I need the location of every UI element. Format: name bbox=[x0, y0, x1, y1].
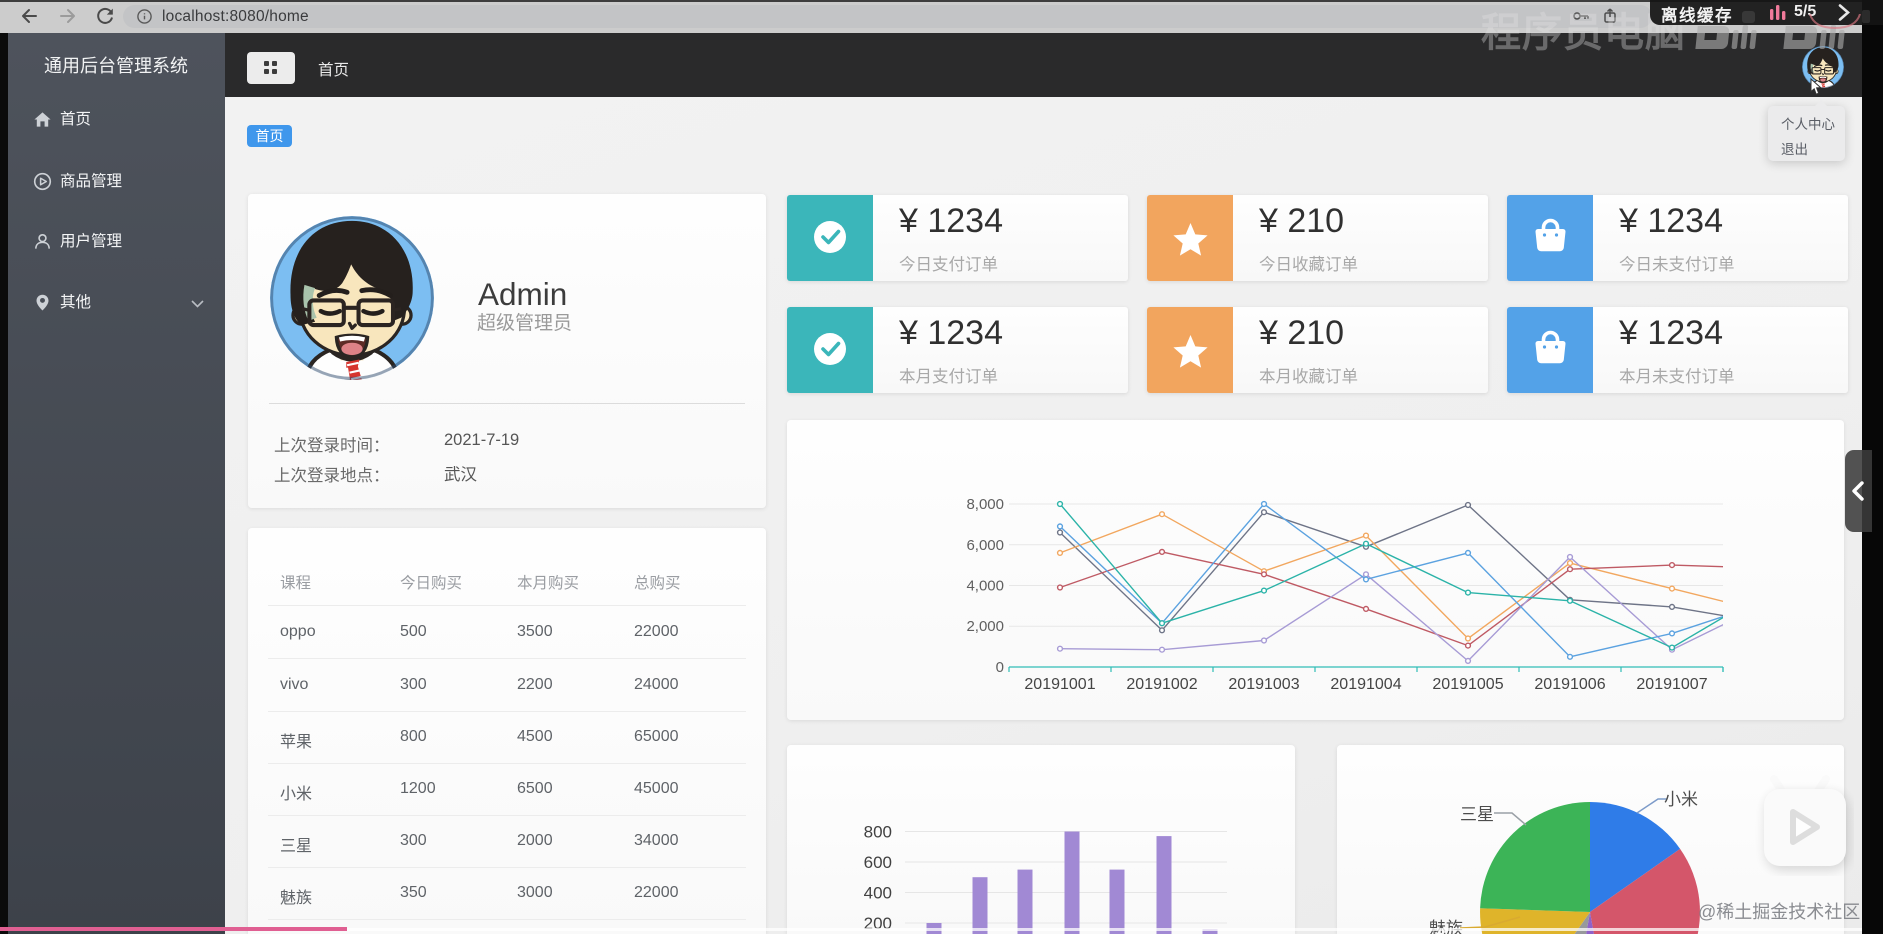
svg-text:8,000: 8,000 bbox=[966, 496, 1004, 513]
svg-text:20191004: 20191004 bbox=[1330, 676, 1401, 693]
svg-text:400: 400 bbox=[864, 884, 892, 903]
svg-text:20191005: 20191005 bbox=[1432, 676, 1503, 693]
svg-text:20191001: 20191001 bbox=[1024, 676, 1095, 693]
svg-text:小米: 小米 bbox=[1664, 790, 1698, 809]
svg-text:2,000: 2,000 bbox=[966, 618, 1004, 635]
svg-text:800: 800 bbox=[864, 823, 892, 842]
svg-text:魅族: 魅族 bbox=[1429, 919, 1463, 934]
svg-text:0: 0 bbox=[996, 659, 1004, 676]
svg-text:20191006: 20191006 bbox=[1534, 676, 1605, 693]
svg-text:三星: 三星 bbox=[1460, 805, 1494, 824]
svg-text:20191002: 20191002 bbox=[1126, 676, 1197, 693]
svg-text:6,000: 6,000 bbox=[966, 537, 1004, 554]
svg-text:20191003: 20191003 bbox=[1228, 676, 1299, 693]
svg-text:20191007: 20191007 bbox=[1636, 676, 1707, 693]
svg-text:4,000: 4,000 bbox=[966, 578, 1004, 595]
svg-text:600: 600 bbox=[864, 853, 892, 872]
